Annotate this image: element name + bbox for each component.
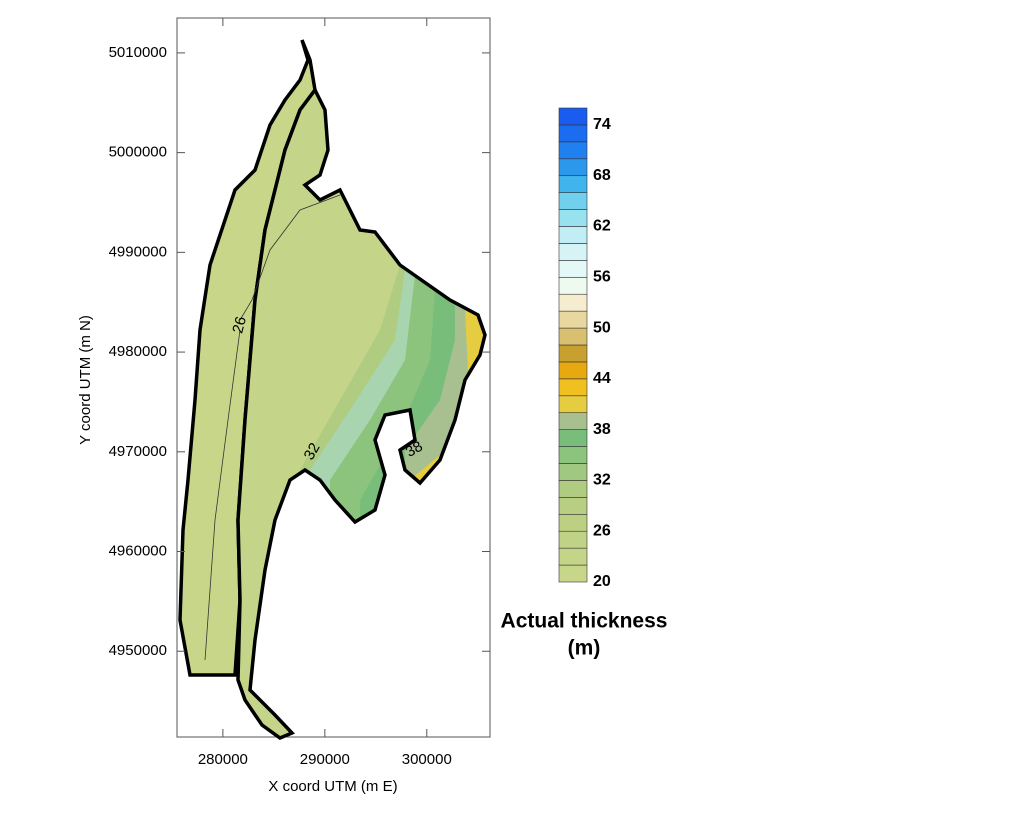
y-tick-label: 4980000 [109, 343, 167, 360]
colorbar-band [558, 310, 588, 329]
colorbar-label: 74 [593, 116, 611, 133]
colorbar-band [558, 260, 588, 278]
y-tick-label: 4960000 [109, 542, 167, 559]
colorbar-band [558, 497, 588, 515]
colorbar-band [558, 107, 588, 126]
colorbar-label: 62 [593, 218, 611, 235]
colorbar-band [558, 327, 588, 346]
colorbar-label: 20 [593, 573, 611, 590]
contour-line [204, 329, 241, 661]
colorbar-label: 32 [593, 472, 611, 489]
colorbar-band [558, 158, 588, 177]
colorbar-label: 50 [593, 319, 611, 336]
colorbar-band [558, 141, 588, 160]
colorbar-band [558, 243, 588, 261]
y-tick-label: 5000000 [109, 144, 167, 161]
plot-frame [176, 17, 491, 738]
colorbar-band [558, 429, 588, 447]
colorbar-band [558, 175, 588, 193]
colorbar-band [558, 344, 588, 363]
x-axis-title: X coord UTM (m E) [268, 778, 397, 795]
colorbar-title: (m) [568, 637, 601, 660]
colorbar-band [558, 226, 588, 244]
colorbar-band [558, 209, 588, 227]
colorbar-band [558, 276, 588, 295]
colorbar-band [558, 395, 588, 414]
y-tick-label: 4950000 [109, 642, 167, 659]
contour-label: 26 [229, 315, 250, 336]
colorbar-label: 26 [593, 522, 611, 539]
colorbar-band [558, 513, 588, 532]
colorbar-band [558, 547, 588, 566]
contour-label: 32 [301, 440, 324, 463]
zone [465, 310, 485, 380]
colorbar-label: 38 [593, 421, 611, 438]
colorbar-label: 56 [593, 269, 611, 286]
colorbar-band [558, 463, 588, 481]
colorbar-band [558, 480, 588, 498]
y-tick-label: 4970000 [109, 443, 167, 460]
colorbar-band [558, 361, 588, 380]
y-tick-label: 4990000 [109, 243, 167, 260]
y-axis-title: Y coord UTM (m N) [77, 315, 94, 445]
contour-label: 38 [403, 438, 426, 461]
colorbar-band [558, 192, 588, 210]
colorbar-band [558, 293, 588, 312]
colorbar-band [558, 124, 588, 143]
main-lobe-outline [236, 86, 487, 740]
colorbar-label: 68 [593, 167, 611, 184]
y-tick-label: 5010000 [109, 44, 167, 61]
x-tick-label: 300000 [402, 751, 452, 768]
colorbar-band [558, 378, 588, 397]
colorbar-band [558, 412, 588, 430]
x-tick-label: 290000 [300, 751, 350, 768]
colorbar-band [558, 530, 588, 549]
x-tick-label: 280000 [198, 751, 248, 768]
colorbar-label: 44 [593, 370, 611, 387]
colorbar-band [558, 564, 588, 583]
colorbar-band [558, 446, 588, 464]
colorbar-title: Actual thickness [501, 610, 668, 633]
contour-line [239, 194, 341, 321]
